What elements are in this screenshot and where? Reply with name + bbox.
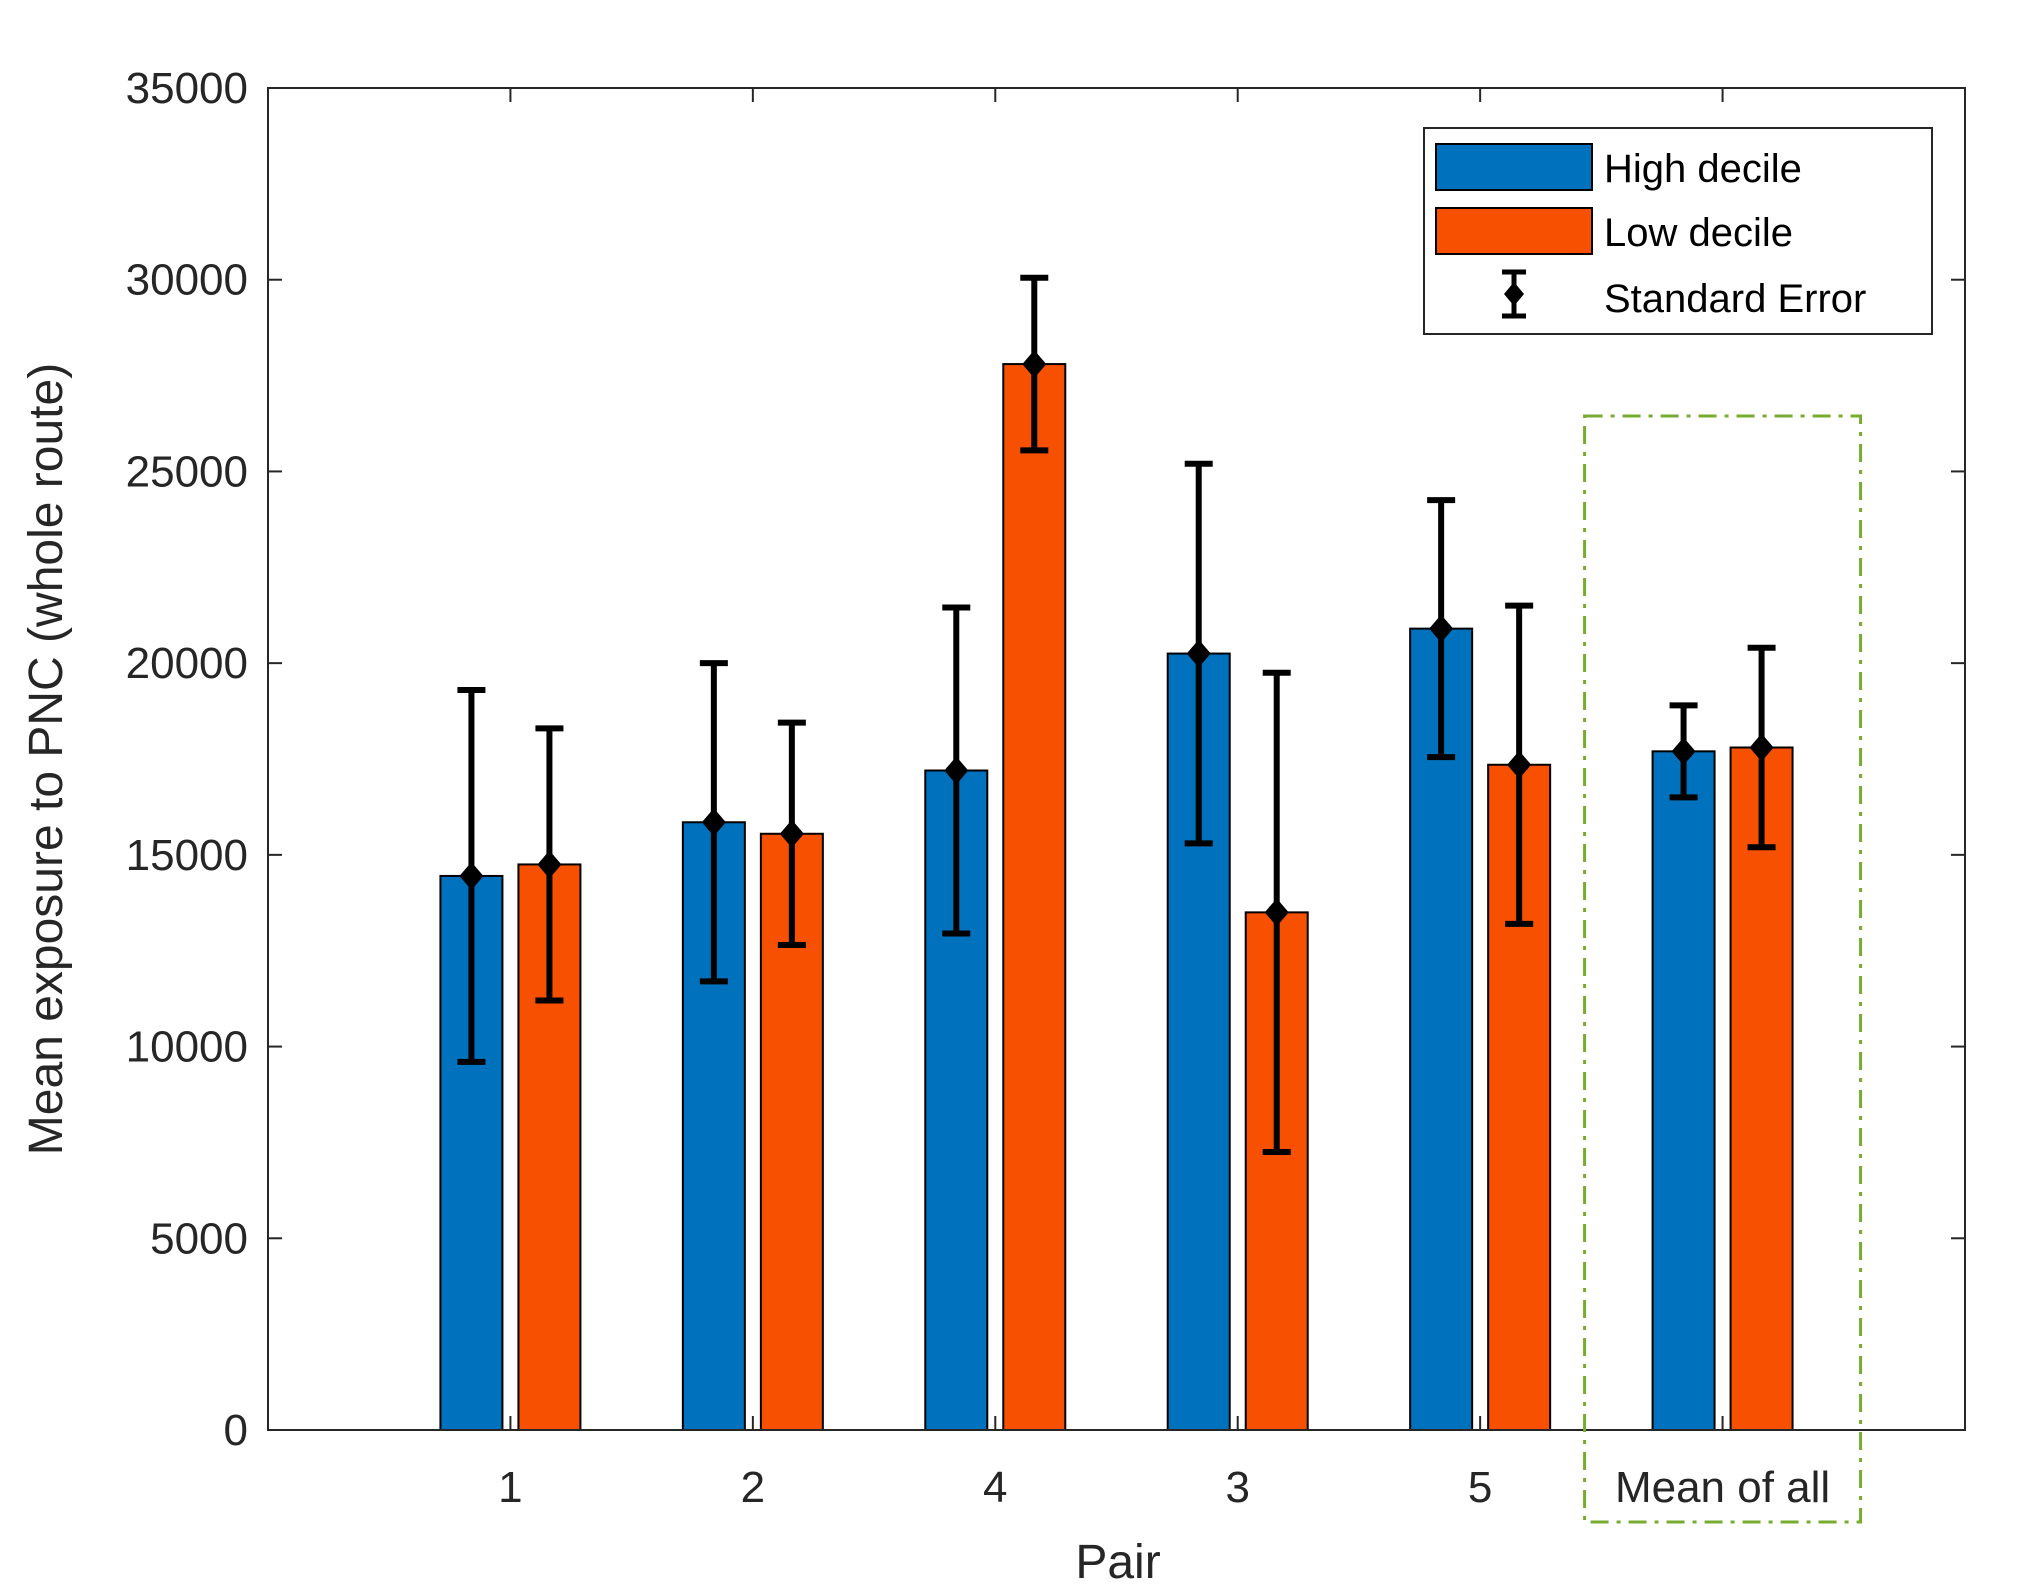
mean-marker <box>1749 733 1774 762</box>
y-tick-labels: 0 5000 10000 15000 20000 25000 30000 35000 <box>126 64 248 1455</box>
bars <box>439 363 1794 1431</box>
error-bars <box>457 274 1776 1156</box>
x-axis-label: Pair <box>1075 1536 1160 1589</box>
y-tick-label: 10000 <box>126 1023 248 1072</box>
mean-marker <box>459 861 484 890</box>
y-tick-label: 20000 <box>126 639 248 688</box>
legend: High decile Low decile Standard Error <box>1423 127 1933 335</box>
legend-swatch-high-decile <box>1435 143 1593 191</box>
mean-marker <box>1186 639 1211 668</box>
bar <box>1651 750 1716 1431</box>
x-tick-labels: 1 2 4 3 5 Mean of all <box>498 1463 1830 1512</box>
plot-area-frame <box>267 87 1966 1431</box>
bar <box>1729 746 1794 1431</box>
mean-marker <box>1429 614 1454 643</box>
y-tick-label: 35000 <box>126 64 248 113</box>
x-tick-label: 4 <box>983 1463 1007 1512</box>
bar <box>1409 627 1474 1431</box>
y-axis-label: Mean exposure to PNC (whole route) <box>20 363 73 1155</box>
mean-marker <box>779 819 804 848</box>
mean-marker <box>1507 750 1532 779</box>
mean-marker <box>944 756 969 785</box>
bar <box>1002 363 1067 1431</box>
y-tick-label: 15000 <box>126 831 248 880</box>
x-tick-label: 5 <box>1468 1463 1492 1512</box>
legend-label-low-decile: Low decile <box>1604 211 1793 255</box>
y-tick-label: 5000 <box>150 1214 248 1263</box>
mean-marker <box>537 850 562 879</box>
x-tick-label: 1 <box>498 1463 522 1512</box>
legend-label-high-decile: High decile <box>1604 147 1802 191</box>
mean-marker <box>1022 350 1047 379</box>
x-tick-label: 3 <box>1225 1463 1249 1512</box>
x-tick-label: 2 <box>741 1463 765 1512</box>
mean-marker <box>701 808 726 837</box>
mean-marker <box>1671 737 1696 766</box>
legend-swatch-low-decile <box>1435 207 1593 255</box>
mean-marker <box>1264 898 1289 927</box>
x-tick-label: Mean of all <box>1615 1463 1830 1512</box>
legend-label-standard-error: Standard Error <box>1604 277 1866 321</box>
legend-marker-icon <box>1504 282 1524 306</box>
y-tick-label: 0 <box>224 1406 248 1455</box>
y-tick-label: 25000 <box>126 447 248 496</box>
y-tick-label: 30000 <box>126 256 248 305</box>
mean-of-all-highlight-box <box>1583 414 1863 1524</box>
axis-ticks <box>268 87 1965 1431</box>
